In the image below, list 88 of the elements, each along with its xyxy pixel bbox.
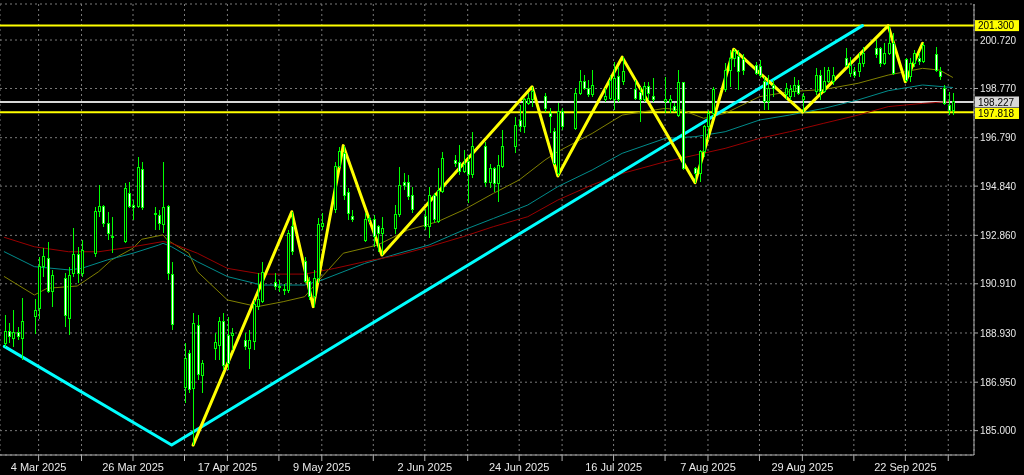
candlestick (815, 67, 818, 96)
candlestick (381, 216, 384, 256)
candlestick (34, 298, 37, 335)
candlestick (647, 81, 650, 101)
candlestick (549, 107, 552, 134)
candlestick (617, 66, 620, 103)
candlestick (154, 206, 157, 231)
y-tick-label: 194.840 (980, 180, 1017, 192)
candlestick (763, 76, 766, 111)
candlestick (609, 74, 612, 101)
candlestick (729, 49, 732, 88)
candlestick (922, 42, 925, 64)
candlestick (643, 81, 646, 103)
x-tick-label: 17 Apr 2025 (197, 460, 258, 473)
y-tick-label: 190.910 (980, 278, 1017, 290)
candlestick (759, 59, 762, 79)
x-tick-label: 24 Jun 2025 (488, 460, 550, 473)
y-tick-label: 198.770 (980, 83, 1017, 95)
candlestick (905, 57, 908, 83)
candlestick (21, 297, 24, 361)
candlestick (111, 216, 114, 254)
x-tick-label: 2 Jun 2025 (397, 460, 452, 473)
candlestick (634, 79, 637, 101)
candlestick (823, 66, 826, 94)
candlestick (81, 239, 84, 278)
candlestick (767, 74, 770, 111)
candlestick (8, 322, 11, 344)
candlestick (862, 46, 865, 68)
candlestick (514, 116, 517, 154)
y-tick-label: 186.950 (980, 376, 1017, 388)
candlestick (832, 66, 835, 86)
x-tick-label: 16 Jul 2025 (585, 460, 643, 473)
candlestick (107, 211, 110, 241)
candlestick (531, 86, 534, 108)
ref-line-label: 197.818 (978, 108, 1015, 120)
candlestick (883, 42, 886, 66)
x-tick-label: 26 Mar 2025 (102, 460, 164, 473)
y-tick-label: 188.930 (980, 327, 1017, 339)
candlestick (579, 69, 582, 96)
candlestick (77, 246, 80, 284)
candlestick (742, 53, 745, 76)
candlestick (364, 212, 367, 243)
candlestick (458, 144, 461, 176)
candlestick (793, 76, 796, 98)
candlestick (544, 92, 547, 113)
candlestick (712, 86, 715, 118)
x-tick-label: 29 Aug 2025 (771, 460, 834, 473)
candlestick (737, 49, 740, 91)
candlestick (802, 92, 805, 113)
candlestick (102, 204, 105, 228)
candlestick (952, 92, 955, 116)
candlestick (248, 329, 251, 370)
candlestick (493, 166, 496, 193)
x-tick-label: 9 May 2025 (293, 460, 351, 473)
x-tick-label: 22 Sep 2025 (874, 460, 937, 473)
candlestick (669, 94, 672, 114)
candlestick (724, 62, 727, 93)
x-tick-label: 7 Aug 2025 (680, 460, 736, 473)
candlestick (162, 161, 165, 234)
candlestick (411, 186, 414, 214)
candlestick (463, 149, 466, 174)
candlestick (12, 309, 15, 348)
candlestick (935, 46, 938, 73)
candlestick (613, 61, 616, 111)
candlestick (489, 163, 492, 189)
candlestick (909, 57, 912, 83)
candlestick (858, 52, 861, 78)
candlestick (373, 214, 376, 248)
y-tick-label: 200.720 (980, 34, 1017, 46)
candlestick (4, 314, 7, 348)
ref-line-label: 198.227 (978, 96, 1015, 108)
candlestick (639, 86, 642, 123)
candlestick (158, 209, 161, 231)
candlestick (849, 56, 852, 78)
candlestick (879, 46, 882, 68)
y-tick-label: 196.790 (980, 132, 1017, 144)
ref-line-label: 201.300 (978, 20, 1015, 32)
candlestick (664, 76, 667, 114)
x-tick-label: 4 Mar 2025 (10, 460, 67, 473)
candlestick (72, 227, 75, 278)
candlestick (652, 77, 655, 103)
y-tick-label: 185.000 (980, 425, 1017, 437)
candlestick (943, 84, 946, 106)
candlestick (591, 69, 594, 98)
candlestick (622, 56, 625, 86)
y-tick-label: 192.860 (980, 229, 1017, 241)
candlestick (948, 91, 951, 116)
candlestick (819, 69, 822, 101)
